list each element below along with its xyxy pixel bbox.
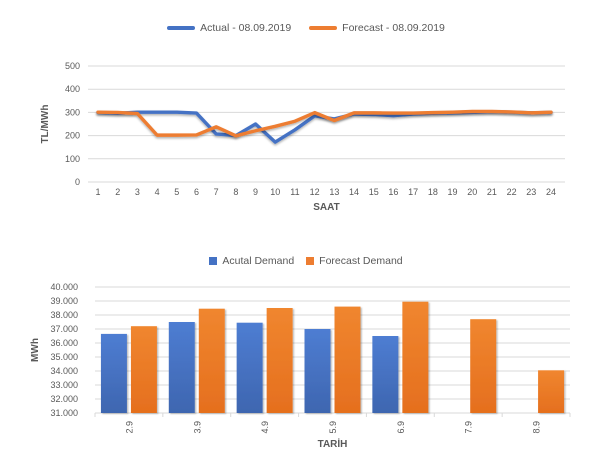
legend-item-actual: Actual - 08.09.2019 xyxy=(167,22,291,34)
x-tick-label: 9 xyxy=(253,187,258,197)
x-tick-label: 17 xyxy=(408,187,418,197)
x-axis-title: TARİH xyxy=(318,437,348,450)
legend-item-actual-demand: Acutal Demand xyxy=(209,255,294,267)
y-tick-label: 0 xyxy=(75,177,80,187)
actual-line-swatch-icon xyxy=(167,26,196,30)
x-tick-label: 11 xyxy=(290,187,299,197)
x-tick-label: 1 xyxy=(95,187,100,197)
x-tick-label: 3.9 xyxy=(192,421,202,434)
y-tick-label: 100 xyxy=(65,154,80,164)
y-tick-label: 500 xyxy=(65,61,80,71)
x-tick-label: 13 xyxy=(329,187,339,197)
bar-forecast-7.9 xyxy=(470,319,497,413)
x-tick-label: 14 xyxy=(349,187,359,197)
y-tick-label: 40.000 xyxy=(50,282,78,292)
x-tick-label: 12 xyxy=(310,187,320,197)
bar-forecast-5.9 xyxy=(334,306,361,413)
y-tick-label: 400 xyxy=(65,84,80,94)
forecast-line-swatch-icon xyxy=(309,26,338,30)
x-tick-label: 4.9 xyxy=(260,421,270,434)
y-tick-label: 34.000 xyxy=(50,366,78,376)
x-tick-label: 5 xyxy=(174,187,179,197)
bar-forecast-4.9 xyxy=(266,308,293,413)
y-tick-label: 38.000 xyxy=(50,310,78,320)
bar-actual-3.9 xyxy=(168,322,195,413)
bar-actual-4.9 xyxy=(236,322,263,413)
bar-forecast-2.9 xyxy=(130,326,157,413)
y-tick-label: 200 xyxy=(65,131,80,141)
y-axis-title: TL/MWh xyxy=(40,105,51,144)
x-tick-label: 21 xyxy=(487,187,497,197)
y-tick-label: 31.000 xyxy=(50,408,78,418)
y-tick-label: 36.000 xyxy=(50,338,78,348)
legend-label-forecast-demand: Forecast Demand xyxy=(319,255,403,267)
x-tick-label: 22 xyxy=(507,187,517,197)
y-tick-label: 300 xyxy=(65,107,80,117)
bar-forecast-8.9 xyxy=(538,370,565,413)
y-tick-label: 33.000 xyxy=(50,380,78,390)
x-tick-label: 24 xyxy=(546,187,556,197)
x-tick-label: 2.9 xyxy=(124,421,134,434)
x-tick-label: 7.9 xyxy=(464,421,474,434)
forecast-series-line xyxy=(96,109,553,138)
y-tick-label: 32.000 xyxy=(50,394,78,404)
bar-actual-5.9 xyxy=(304,329,331,413)
x-tick-label: 6 xyxy=(194,187,199,197)
x-tick-label: 10 xyxy=(270,187,280,197)
bar-forecast-6.9 xyxy=(402,301,429,413)
legend-label-forecast: Forecast - 08.09.2019 xyxy=(342,22,445,34)
bar-actual-6.9 xyxy=(372,336,399,413)
x-tick-label: 8 xyxy=(233,187,238,197)
x-tick-label: 2 xyxy=(115,187,120,197)
demand-chart-legend: Acutal Demand Forecast Demand xyxy=(0,255,612,267)
x-axis-title: SAAT xyxy=(313,202,339,213)
legend-item-forecast-demand: Forecast Demand xyxy=(306,255,403,267)
y-tick-label: 35.000 xyxy=(50,352,78,362)
x-tick-label: 15 xyxy=(369,187,379,197)
x-tick-label: 5.9 xyxy=(328,421,338,434)
price-chart-legend: Actual - 08.09.2019 Forecast - 08.09.201… xyxy=(0,22,612,34)
y-tick-label: 37.000 xyxy=(50,324,78,334)
x-tick-label: 8.9 xyxy=(532,421,542,434)
y-axis-title: MWh xyxy=(30,338,41,362)
x-tick-label: 20 xyxy=(467,187,477,197)
x-tick-label: 4 xyxy=(155,187,160,197)
x-tick-label: 18 xyxy=(428,187,438,197)
x-tick-label: 6.9 xyxy=(396,421,406,434)
x-tick-label: 7 xyxy=(214,187,219,197)
x-tick-label: 19 xyxy=(448,187,458,197)
y-tick-label: 39.000 xyxy=(50,296,78,306)
x-tick-label: 3 xyxy=(135,187,140,197)
demand-chart-plot-area: 31.000 32.000 33.000 34.000 35.000 36.000 37.0… xyxy=(30,282,571,450)
legend-item-forecast: Forecast - 08.09.2019 xyxy=(309,22,445,34)
bar-forecast-3.9 xyxy=(198,308,225,413)
x-tick-label: 16 xyxy=(388,187,398,197)
bar-actual-2.9 xyxy=(100,333,127,413)
x-tick-label: 23 xyxy=(526,187,536,197)
actual-demand-swatch-icon xyxy=(209,257,218,265)
forecast-demand-swatch-icon xyxy=(306,257,315,265)
legend-label-actual: Actual - 08.09.2019 xyxy=(200,22,292,34)
legend-label-actual-demand: Acutal Demand xyxy=(222,255,295,267)
